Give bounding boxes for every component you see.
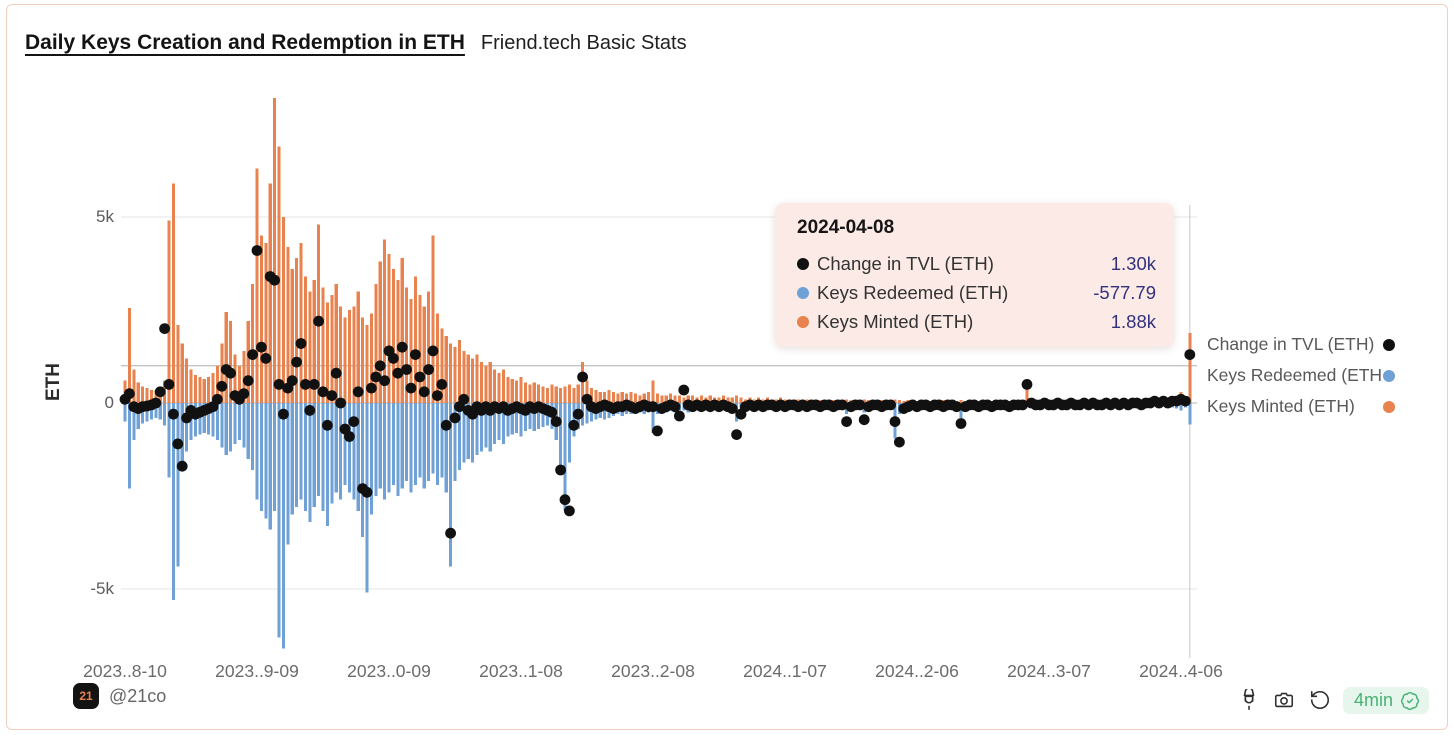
- legend-label: Keys Minted (ETH): [1207, 396, 1355, 416]
- tooltip-marker-orange-icon: [797, 315, 809, 328]
- tooltip-row-keys-redeemed: Keys Redeemed (ETH) -577.79: [797, 278, 1156, 307]
- refresh-status-badge[interactable]: 4min: [1343, 687, 1430, 714]
- legend-marker-orange-icon: [1383, 400, 1395, 413]
- x-tick-5: 2024..1-07: [743, 661, 827, 681]
- tooltip-row-keys-minted: Keys Minted (ETH) 1.88k: [797, 307, 1156, 336]
- tooltip-label: Keys Minted (ETH): [817, 310, 974, 332]
- chart-tooltip: 2024-04-08 Change in TVL (ETH) 1.30k Key…: [775, 203, 1174, 347]
- plug-icon[interactable]: [1238, 687, 1260, 711]
- chart-plot-area[interactable]: [122, 90, 1197, 660]
- tooltip-marker-black-icon: [797, 257, 809, 270]
- tooltip-label: Change in TVL (ETH): [817, 252, 994, 274]
- y-tick-5k: 5k: [96, 207, 114, 226]
- header: Daily Keys Creation and Redemption in ET…: [25, 31, 687, 55]
- tooltip-marker-blue-icon: [797, 286, 809, 299]
- dashboard-card: Daily Keys Creation and Redemption in ET…: [6, 4, 1448, 730]
- verified-seal-icon: [1400, 691, 1420, 711]
- camera-icon[interactable]: [1273, 689, 1295, 711]
- y-tick-neg5k: -5k: [90, 579, 114, 598]
- legend: Change in TVL (ETH) Keys Redeemed (ETH) …: [1207, 329, 1395, 422]
- legend-marker-blue-icon: [1383, 369, 1395, 382]
- x-tick-2: 2023..0-09: [347, 661, 431, 681]
- tooltip-value: 1.88k: [1110, 310, 1156, 332]
- y-tick-0: 0: [104, 393, 114, 412]
- tooltip-date: 2024-04-08: [797, 217, 895, 238]
- legend-marker-black-icon: [1383, 338, 1395, 351]
- x-tick-3: 2023..1-08: [479, 661, 563, 681]
- refresh-time: 4min: [1354, 690, 1394, 710]
- tooltip-row-change-in-tvl: Change in TVL (ETH) 1.30k: [797, 249, 1156, 278]
- chart-subtitle: Friend.tech Basic Stats: [480, 32, 687, 54]
- 21co-logo: 21: [73, 683, 99, 709]
- legend-label: Change in TVL (ETH): [1207, 334, 1375, 354]
- x-tick-8: 2024..4-06: [1139, 661, 1223, 681]
- x-tick-4: 2023..2-08: [611, 661, 695, 681]
- tooltip-label: Keys Redeemed (ETH): [817, 281, 1009, 303]
- x-tick-7: 2024..3-07: [1007, 661, 1091, 681]
- legend-item-keys-minted[interactable]: Keys Minted (ETH): [1207, 391, 1395, 422]
- x-tick-6: 2024..2-06: [875, 661, 959, 681]
- legend-label: Keys Redeemed (ETH): [1207, 365, 1381, 385]
- x-tick-1: 2023..9-09: [215, 661, 299, 681]
- legend-item-keys-redeemed[interactable]: Keys Redeemed (ETH): [1207, 360, 1395, 391]
- rotate-ccw-icon[interactable]: [1309, 689, 1331, 711]
- tooltip-value: -577.79: [1093, 281, 1156, 303]
- author-handle-link[interactable]: @21co: [109, 686, 167, 706]
- legend-item-change-in-tvl[interactable]: Change in TVL (ETH): [1207, 329, 1395, 360]
- tooltip-value: 1.30k: [1110, 252, 1156, 274]
- x-tick-0: 2023..8-10: [83, 661, 167, 681]
- chart-title-link[interactable]: Daily Keys Creation and Redemption in ET…: [25, 31, 465, 54]
